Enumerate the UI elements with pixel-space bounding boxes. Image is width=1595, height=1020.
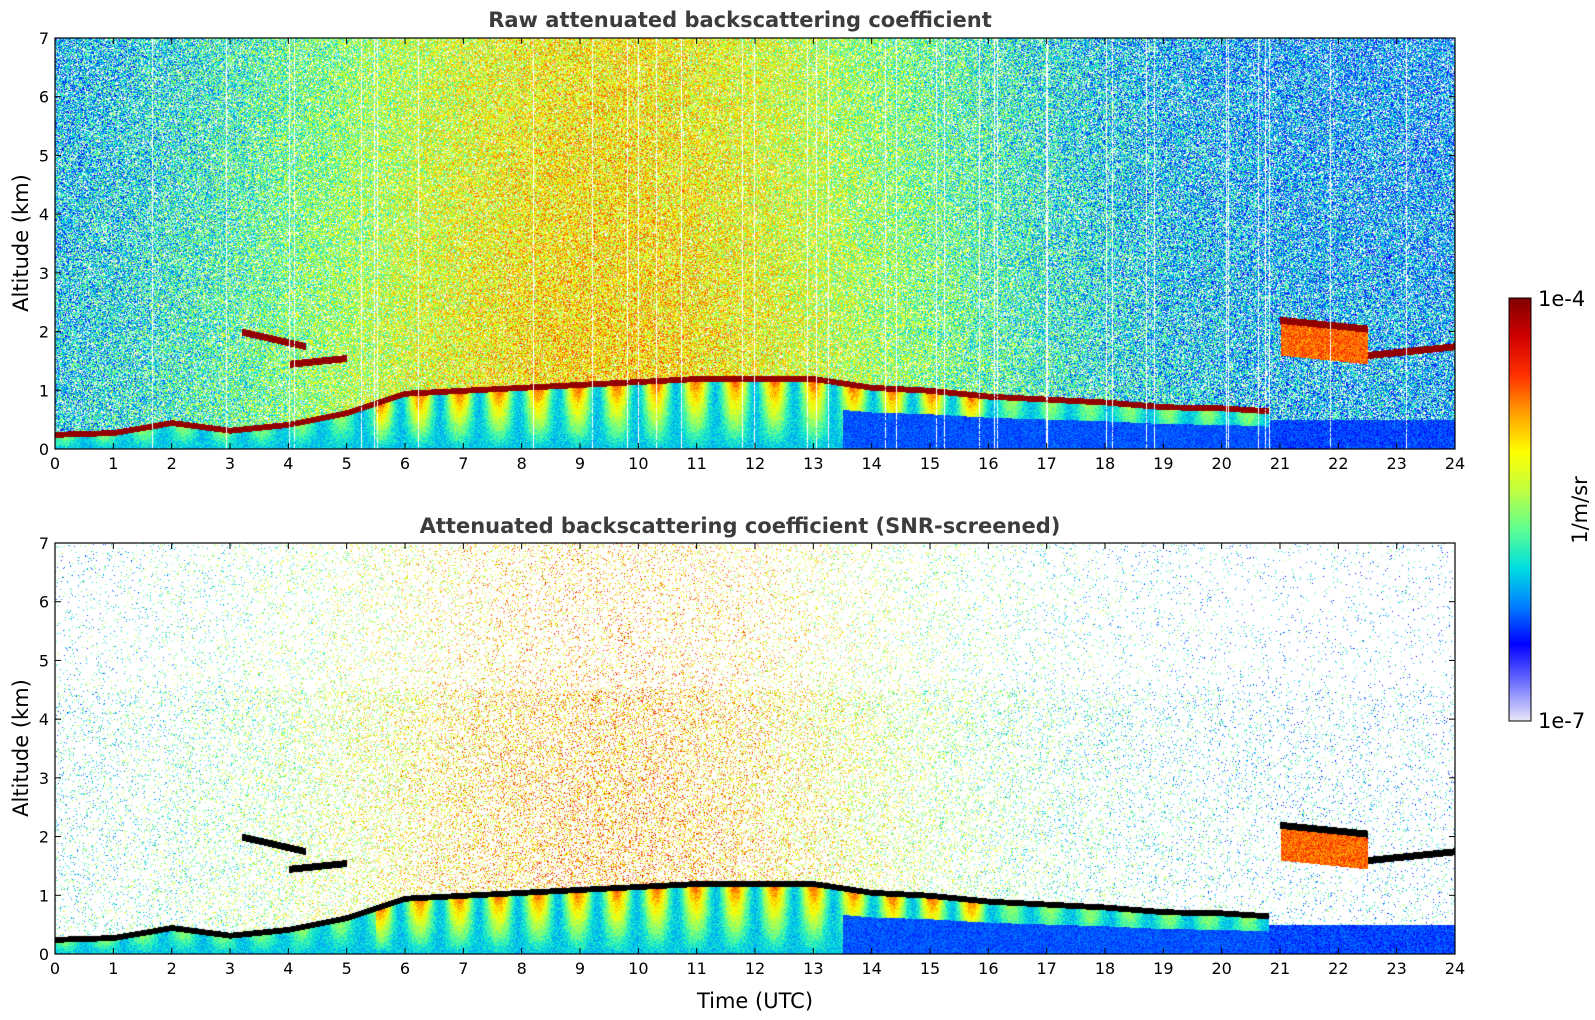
x-tick-label: 16 xyxy=(978,454,998,473)
x-tick-label: 14 xyxy=(861,454,881,473)
x-tick-label: 12 xyxy=(745,454,765,473)
y-tick-label: 7 xyxy=(39,534,49,553)
heatmap-area xyxy=(55,38,1455,449)
x-tick-label: 22 xyxy=(1328,959,1348,978)
y-tick-label: 7 xyxy=(39,29,49,48)
x-tick-label: 12 xyxy=(745,959,765,978)
x-tick-label: 0 xyxy=(50,959,60,978)
x-tick-label: 3 xyxy=(225,454,235,473)
x-tick-label: 16 xyxy=(978,959,998,978)
x-tick-label: 18 xyxy=(1095,454,1115,473)
x-tick-label: 8 xyxy=(517,454,527,473)
x-axis: 0 1 2 3 4 5 6 7 8 9 10 11 12 13 14 15 16 17 18 19 20 21 22 23 24 xyxy=(50,543,1465,978)
x-tick-label: 10 xyxy=(628,959,648,978)
colorbar-label: 1/m/sr xyxy=(1568,476,1592,544)
y-tick-label: 4 xyxy=(39,710,49,729)
y-tick-label: 3 xyxy=(39,264,49,283)
x-tick-label: 15 xyxy=(920,959,940,978)
y-tick-label: 2 xyxy=(39,323,49,342)
x-tick-label: 14 xyxy=(861,959,881,978)
x-tick-label: 1 xyxy=(108,454,118,473)
x-tick-label: 6 xyxy=(400,959,410,978)
panel-screened: Attenuated backscattering coefficient (S… xyxy=(9,514,1465,1013)
heatmap-area xyxy=(55,543,1455,954)
x-tick-label: 21 xyxy=(1270,454,1290,473)
y-tick-label: 5 xyxy=(39,651,49,670)
x-tick-label: 4 xyxy=(283,959,293,978)
x-tick-label: 2 xyxy=(167,959,177,978)
x-tick-label: 17 xyxy=(1036,454,1056,473)
x-tick-label: 24 xyxy=(1445,454,1465,473)
x-tick-label: 8 xyxy=(517,959,527,978)
y-tick-label: 0 xyxy=(39,945,49,964)
colorbar-min-label: 1e-7 xyxy=(1538,709,1585,733)
x-tick-label: 18 xyxy=(1095,959,1115,978)
y-tick-label: 6 xyxy=(39,88,49,107)
y-tick-label: 5 xyxy=(39,146,49,165)
x-tick-label: 23 xyxy=(1386,959,1406,978)
x-tick-label: 3 xyxy=(225,959,235,978)
y-axis: 0 1 2 3 4 5 6 7 xyxy=(39,534,1455,964)
y-tick-label: 0 xyxy=(39,440,49,459)
x-tick-label: 24 xyxy=(1445,959,1465,978)
x-tick-label: 15 xyxy=(920,454,940,473)
x-tick-label: 19 xyxy=(1153,959,1173,978)
x-tick-label: 9 xyxy=(575,959,585,978)
y-axis: 0 1 2 3 4 5 6 7 xyxy=(39,29,1455,459)
x-tick-label: 20 xyxy=(1211,959,1231,978)
y-axis-label: Altitude (km) xyxy=(9,679,33,817)
x-tick-label: 2 xyxy=(167,454,177,473)
x-tick-label: 5 xyxy=(342,454,352,473)
panel-title: Raw attenuated backscattering coefficien… xyxy=(488,8,992,32)
x-tick-label: 20 xyxy=(1211,454,1231,473)
y-tick-label: 4 xyxy=(39,205,49,224)
y-tick-label: 3 xyxy=(39,769,49,788)
colorbar-max-label: 1e-4 xyxy=(1538,287,1585,311)
x-tick-label: 1 xyxy=(108,959,118,978)
x-tick-label: 11 xyxy=(686,454,706,473)
x-tick-label: 23 xyxy=(1386,454,1406,473)
y-tick-label: 1 xyxy=(39,381,49,400)
x-tick-label: 13 xyxy=(803,959,823,978)
x-tick-label: 6 xyxy=(400,454,410,473)
x-axis-label: Time (UTC) xyxy=(696,989,813,1013)
x-tick-label: 10 xyxy=(628,454,648,473)
x-tick-label: 0 xyxy=(50,454,60,473)
x-tick-label: 17 xyxy=(1036,959,1056,978)
x-tick-label: 7 xyxy=(458,454,468,473)
x-tick-label: 13 xyxy=(803,454,823,473)
x-tick-label: 11 xyxy=(686,959,706,978)
panel-title: Attenuated backscattering coefficient (S… xyxy=(420,514,1061,538)
y-tick-label: 6 xyxy=(39,593,49,612)
y-tick-label: 1 xyxy=(39,886,49,905)
x-tick-label: 9 xyxy=(575,454,585,473)
x-tick-label: 21 xyxy=(1270,959,1290,978)
panel-raw: Raw attenuated backscattering coefficien… xyxy=(9,8,1465,473)
x-tick-label: 5 xyxy=(342,959,352,978)
y-axis-label: Altitude (km) xyxy=(9,174,33,312)
colorbar: 1e-4 1e-7 1/m/sr xyxy=(1508,287,1592,733)
colorbar-gradient xyxy=(1508,297,1532,722)
x-tick-label: 19 xyxy=(1153,454,1173,473)
x-tick-label: 4 xyxy=(283,454,293,473)
x-axis: 0 1 2 3 4 5 6 7 8 9 10 11 12 13 14 15 16 17 18 19 20 21 22 23 24 xyxy=(50,38,1465,473)
y-tick-label: 2 xyxy=(39,828,49,847)
x-tick-label: 22 xyxy=(1328,454,1348,473)
x-tick-label: 7 xyxy=(458,959,468,978)
